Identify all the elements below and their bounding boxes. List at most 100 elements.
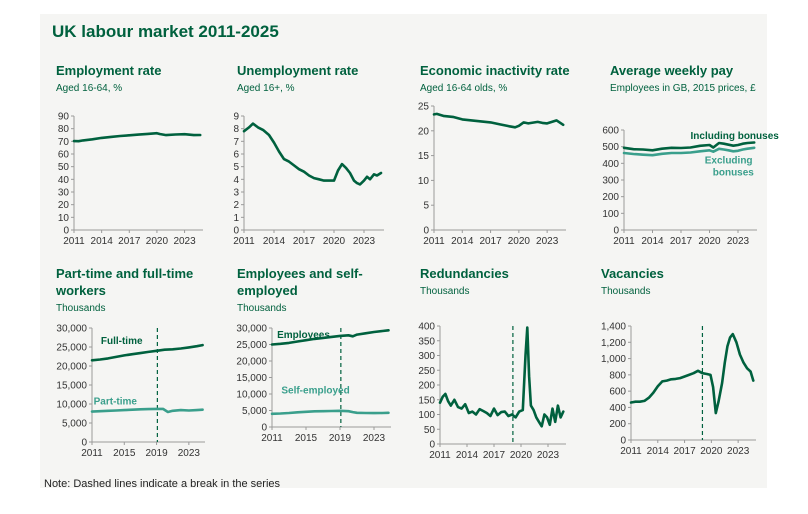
data-point — [257, 126, 259, 128]
data-point — [387, 412, 390, 414]
data-point — [742, 362, 745, 364]
data-point — [147, 408, 150, 410]
data-point — [262, 129, 264, 131]
x-tick-label: 2014 — [263, 236, 286, 247]
data-point — [339, 410, 341, 412]
data-point — [156, 350, 158, 352]
data-point — [328, 180, 330, 182]
data-point — [107, 410, 109, 412]
data-point — [541, 122, 544, 124]
data-point — [165, 134, 167, 136]
y-tick-label: 30 — [58, 188, 70, 199]
y-tick-label: 5,000 — [62, 419, 87, 430]
y-tick-label: 0 — [81, 438, 87, 449]
data-point — [471, 411, 473, 413]
chart-subtitle: Employees in GB, 2015 prices, £ — [610, 83, 756, 94]
data-point — [732, 333, 734, 335]
data-point — [709, 374, 712, 376]
data-point — [339, 335, 341, 337]
data-point — [457, 406, 459, 408]
data-point — [543, 413, 546, 416]
series-line — [242, 122, 383, 186]
data-point — [73, 140, 75, 142]
chart-subtitle: Thousands — [56, 303, 105, 314]
data-point — [337, 169, 339, 172]
y-tick-label: 600 — [609, 387, 626, 398]
data-point — [119, 135, 121, 137]
data-point — [347, 334, 350, 336]
y-tick-label: 8 — [233, 124, 239, 135]
data-point — [729, 336, 731, 338]
data-point — [313, 177, 315, 179]
data-point — [651, 149, 654, 151]
data-point — [156, 132, 158, 134]
x-tick-label: 2020 — [510, 450, 533, 461]
x-tick-label: 2014 — [647, 446, 670, 457]
data-point — [562, 411, 564, 413]
y-tick-label: 0 — [613, 226, 619, 237]
data-point — [753, 147, 755, 149]
data-point — [623, 152, 625, 154]
data-point — [364, 332, 367, 334]
x-tick-label: 2017 — [479, 236, 502, 247]
data-point — [288, 342, 290, 344]
data-point — [461, 118, 463, 120]
data-point — [499, 123, 501, 125]
x-tick-label: 2017 — [670, 236, 693, 247]
y-tick-label: 9 — [233, 112, 239, 123]
data-point — [546, 416, 548, 418]
series-label: Self-employed — [281, 385, 349, 396]
y-tick-label: 0 — [63, 226, 69, 237]
series-label: Excluding — [705, 155, 753, 166]
data-point — [363, 180, 365, 182]
x-tick-label: 2020 — [698, 236, 721, 247]
data-point — [172, 410, 174, 412]
x-tick-label: 2019 — [145, 448, 168, 459]
data-point — [526, 326, 528, 329]
data-point — [131, 353, 133, 355]
data-point — [288, 161, 290, 163]
data-point — [464, 403, 466, 405]
series-label: Employees — [277, 330, 330, 341]
data-point — [642, 154, 644, 156]
data-point — [369, 178, 371, 180]
series-line — [432, 112, 565, 129]
data-point — [123, 409, 125, 411]
data-point — [551, 408, 554, 410]
data-point — [661, 380, 663, 382]
data-point — [712, 386, 714, 388]
data-point — [137, 134, 140, 136]
data-point — [699, 145, 701, 147]
series-line — [629, 332, 755, 415]
y-tick-label: 300 — [602, 176, 619, 187]
data-point — [708, 144, 711, 146]
data-point — [556, 119, 558, 121]
data-point — [528, 375, 530, 377]
y-tick-label: 100 — [602, 209, 619, 220]
y-tick-label: 20 — [58, 200, 70, 211]
data-point — [630, 401, 632, 404]
data-point — [123, 354, 125, 356]
data-point — [675, 378, 677, 380]
data-point — [139, 352, 141, 354]
data-point — [541, 425, 543, 427]
data-point — [303, 171, 305, 173]
data-point — [380, 172, 382, 174]
data-point — [739, 353, 741, 356]
data-point — [433, 113, 435, 115]
data-point — [243, 130, 245, 132]
data-point — [373, 412, 375, 414]
y-tick-label: 50 — [58, 162, 70, 173]
x-tick-label: 2011 — [63, 236, 85, 247]
data-point — [107, 357, 109, 359]
data-point — [753, 141, 755, 144]
data-point — [689, 146, 692, 149]
data-point — [535, 416, 537, 418]
data-point — [504, 411, 506, 413]
series-line — [270, 409, 390, 416]
data-point — [349, 172, 351, 174]
data-point — [278, 150, 280, 153]
x-tick-label: 2020 — [700, 446, 723, 457]
chart-title: Part-time and full-time — [56, 266, 193, 281]
y-tick-label: 10 — [418, 176, 430, 187]
